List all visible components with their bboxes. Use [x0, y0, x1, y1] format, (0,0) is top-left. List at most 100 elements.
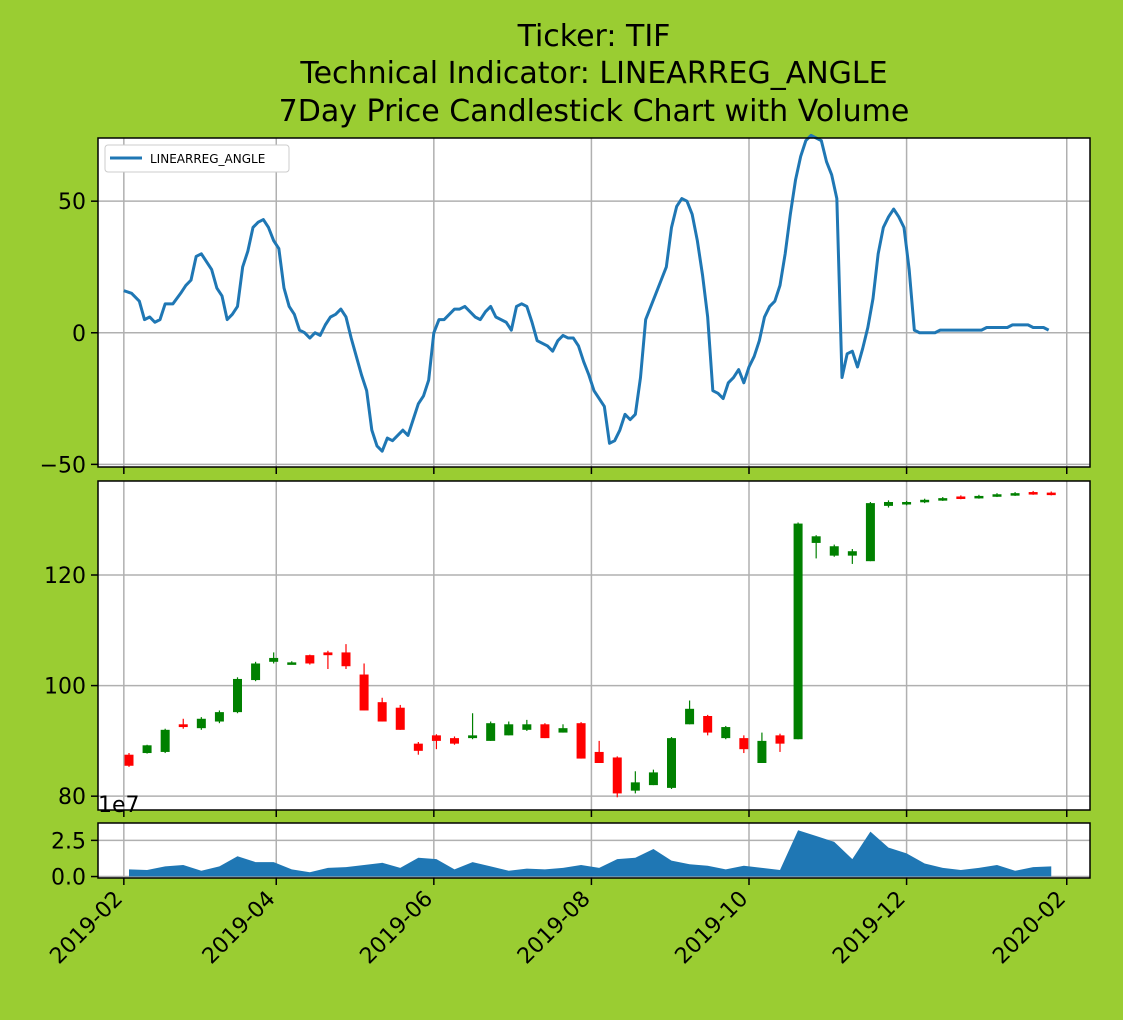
- candle-body: [703, 716, 713, 733]
- candle-body: [486, 723, 496, 741]
- candle: [667, 737, 676, 789]
- plot-area: [98, 138, 1090, 467]
- candle: [1046, 491, 1056, 496]
- candle-body: [667, 738, 676, 788]
- candle: [450, 736, 459, 745]
- candle: [630, 771, 640, 794]
- candle: [233, 677, 242, 714]
- candle-body: [196, 718, 206, 729]
- candle: [558, 724, 568, 733]
- candle-body: [287, 662, 297, 665]
- title-line-1: Ticker: TIF: [517, 19, 671, 54]
- candle-body: [757, 740, 767, 763]
- candle-body: [540, 724, 550, 739]
- legend: LINEARREG_ANGLE: [104, 144, 290, 173]
- candle-body: [341, 652, 351, 667]
- candle: [359, 663, 369, 711]
- x-tick-label: 2019-12: [828, 887, 911, 970]
- candle-body: [685, 708, 695, 725]
- indicator-series-line: [123, 133, 1050, 453]
- x-tick-label: 2019-10: [671, 887, 754, 970]
- candle: [685, 700, 695, 725]
- candle: [884, 500, 893, 508]
- candle-body: [938, 498, 948, 501]
- candle: [486, 721, 496, 741]
- candle: [576, 722, 586, 759]
- candle-body: [884, 502, 893, 506]
- candle-body: [811, 536, 821, 543]
- title-line-2: Technical Indicator: LINEARREG_ANGLE: [299, 56, 887, 91]
- candle: [196, 717, 206, 730]
- x-tick-label: 2019-06: [355, 887, 438, 970]
- candle-body: [847, 551, 857, 556]
- x-axis: 2019-02 2019-04 2019-06 2019-08 2019-10 2019-…: [45, 887, 1071, 970]
- y-tick-label: 120: [44, 564, 86, 589]
- candle: [251, 661, 261, 682]
- x-tick-label: 2019-08: [513, 887, 596, 970]
- title-line-3: 7Day Price Candlestick Chart with Volume: [279, 94, 910, 129]
- candle-body: [576, 723, 586, 759]
- candle: [214, 710, 224, 724]
- candle: [504, 721, 514, 736]
- candle-body: [124, 754, 134, 766]
- volume-area: [129, 830, 1052, 877]
- candle: [612, 756, 622, 798]
- candle-body: [775, 735, 785, 744]
- candle: [956, 495, 966, 500]
- candle-body: [413, 743, 423, 751]
- candle-body: [251, 663, 261, 681]
- candle-body: [829, 546, 839, 556]
- volume-panel: 2.5 0.0 1e7: [51, 793, 1091, 891]
- candle: [974, 494, 984, 499]
- candle-body: [504, 724, 514, 736]
- candle: [540, 723, 550, 739]
- plot-frame: [97, 137, 1091, 468]
- candle-body: [612, 757, 622, 794]
- candle-body: [1010, 493, 1020, 496]
- candle-body: [865, 503, 875, 562]
- candle: [413, 741, 423, 755]
- candle: [305, 654, 315, 665]
- candle: [341, 644, 351, 669]
- plot-frame: [97, 822, 1091, 879]
- candle: [847, 549, 857, 564]
- candle-body: [739, 738, 749, 750]
- title: Ticker: TIF Technical Indicator: LINEARR…: [279, 19, 910, 129]
- candle: [648, 769, 658, 786]
- candle: [721, 725, 731, 740]
- candle-body: [359, 674, 369, 711]
- candle: [938, 497, 948, 501]
- candle-body: [160, 729, 170, 752]
- y-tick-label: 0.0: [51, 866, 86, 891]
- x-tick-label: 2019-02: [45, 887, 128, 970]
- candle: [323, 650, 333, 669]
- candle-body: [902, 502, 912, 505]
- candle: [992, 493, 1002, 498]
- candle: [431, 734, 441, 750]
- candle-body: [992, 494, 1002, 497]
- candle: [287, 661, 297, 665]
- candle: [703, 714, 713, 736]
- candle: [269, 652, 279, 664]
- candle-body: [920, 499, 930, 503]
- candle: [865, 502, 875, 562]
- plot-frame: [97, 480, 1091, 811]
- candle-body: [214, 712, 224, 722]
- candle: [920, 498, 930, 504]
- candle: [757, 732, 767, 763]
- candle-body: [793, 523, 803, 740]
- volume-offset-label: 1e7: [98, 793, 140, 818]
- price-panel: 120 100 80: [44, 480, 1091, 817]
- y-tick-label: 80: [58, 785, 86, 810]
- candle-body: [431, 735, 441, 741]
- candle-body: [956, 496, 966, 499]
- candle: [793, 522, 803, 740]
- candle-body: [721, 727, 731, 739]
- candle-body: [594, 751, 604, 763]
- candle-body: [142, 745, 152, 754]
- candle-body: [233, 678, 242, 713]
- candle-body: [630, 782, 640, 791]
- candle-body: [522, 724, 532, 730]
- candle: [1010, 492, 1020, 496]
